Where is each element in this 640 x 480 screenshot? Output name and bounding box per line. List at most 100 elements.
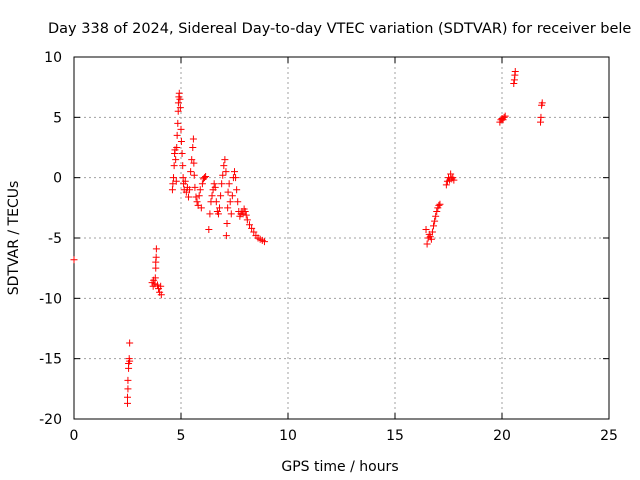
data-point bbox=[189, 144, 197, 151]
data-point bbox=[223, 220, 231, 228]
data-point bbox=[433, 207, 441, 215]
x-tick-label: 0 bbox=[70, 428, 79, 444]
data-point bbox=[208, 192, 216, 200]
data-point bbox=[177, 125, 185, 133]
data-point bbox=[243, 216, 251, 224]
data-point bbox=[228, 192, 236, 200]
x-tick-label: 5 bbox=[177, 428, 186, 444]
data-point bbox=[217, 192, 225, 200]
data-points bbox=[70, 67, 546, 407]
data-point bbox=[176, 95, 184, 103]
data-point bbox=[248, 224, 256, 232]
data-point bbox=[206, 210, 214, 218]
data-point bbox=[152, 264, 160, 272]
data-point bbox=[216, 204, 224, 212]
data-point bbox=[511, 67, 519, 75]
data-point bbox=[510, 80, 518, 88]
data-point bbox=[450, 176, 458, 184]
data-point bbox=[427, 235, 435, 243]
data-point bbox=[202, 172, 210, 180]
data-point bbox=[436, 200, 444, 208]
data-point bbox=[537, 113, 545, 121]
x-tick-label: 10 bbox=[279, 428, 297, 444]
data-point bbox=[538, 99, 546, 107]
data-point bbox=[151, 274, 159, 282]
data-point bbox=[198, 180, 206, 188]
data-point bbox=[231, 168, 238, 176]
data-point bbox=[193, 198, 201, 206]
data-point bbox=[190, 159, 198, 167]
x-tick-labels: 0 5 10 15 20 25 bbox=[70, 428, 618, 444]
data-point bbox=[241, 207, 249, 215]
grid bbox=[74, 57, 609, 419]
data-point bbox=[224, 204, 232, 212]
data-point bbox=[157, 282, 165, 290]
data-point bbox=[442, 181, 450, 189]
data-point bbox=[186, 186, 194, 194]
data-point bbox=[191, 183, 199, 191]
data-point bbox=[179, 162, 187, 170]
data-point bbox=[168, 186, 176, 194]
data-point bbox=[218, 180, 226, 188]
data-point bbox=[153, 281, 161, 289]
data-point bbox=[227, 210, 235, 218]
data-point bbox=[242, 211, 250, 219]
data-point bbox=[222, 232, 230, 240]
data-point bbox=[435, 201, 443, 209]
y-tick-label: 0 bbox=[53, 171, 62, 187]
data-point bbox=[189, 135, 197, 143]
data-point bbox=[224, 188, 232, 196]
data-point bbox=[70, 256, 78, 264]
data-point bbox=[178, 150, 186, 158]
y-tick-label: -5 bbox=[48, 231, 62, 247]
data-point bbox=[431, 217, 439, 225]
data-point bbox=[172, 156, 180, 164]
data-point bbox=[152, 245, 160, 253]
data-point bbox=[201, 174, 209, 182]
data-point bbox=[174, 119, 182, 127]
data-point bbox=[124, 399, 131, 407]
data-point bbox=[174, 107, 182, 115]
data-point bbox=[124, 385, 132, 393]
data-point bbox=[219, 171, 227, 179]
x-axis-label: GPS time / hours bbox=[281, 459, 398, 475]
data-point bbox=[220, 162, 228, 170]
data-point bbox=[179, 174, 187, 182]
data-point bbox=[225, 180, 233, 188]
data-point bbox=[174, 99, 182, 107]
data-point bbox=[126, 357, 134, 365]
data-point bbox=[196, 186, 204, 194]
chart-title: Day 338 of 2024, Sidereal Day-to-day VTE… bbox=[48, 21, 631, 37]
data-point bbox=[172, 177, 180, 185]
data-point bbox=[226, 198, 234, 206]
data-point bbox=[432, 212, 440, 220]
data-point bbox=[260, 238, 268, 246]
data-point bbox=[175, 89, 183, 97]
data-point bbox=[170, 174, 178, 182]
y-tick-label: -15 bbox=[39, 352, 62, 368]
data-point bbox=[124, 393, 131, 401]
data-point bbox=[422, 226, 430, 234]
data-point bbox=[447, 170, 455, 178]
data-point bbox=[245, 221, 253, 229]
data-point bbox=[250, 228, 258, 236]
y-tick-labels: -20 -15 -10 -5 0 5 10 bbox=[39, 50, 62, 428]
data-point bbox=[428, 228, 436, 236]
data-point bbox=[176, 104, 184, 112]
data-point bbox=[152, 253, 160, 261]
data-point bbox=[501, 112, 509, 120]
y-axis-label: SDTVAR / TECUs bbox=[6, 181, 22, 296]
x-tick-label: 15 bbox=[386, 428, 404, 444]
data-point bbox=[205, 226, 213, 234]
x-tick-label: 20 bbox=[493, 428, 511, 444]
data-point bbox=[181, 177, 189, 185]
data-point bbox=[211, 183, 219, 191]
data-point bbox=[192, 193, 200, 201]
y-tick-label: -20 bbox=[39, 412, 62, 428]
y-tick-label: 5 bbox=[53, 110, 62, 126]
data-point bbox=[214, 210, 222, 218]
data-point bbox=[190, 171, 198, 179]
data-point bbox=[177, 137, 185, 145]
data-point bbox=[173, 144, 181, 151]
